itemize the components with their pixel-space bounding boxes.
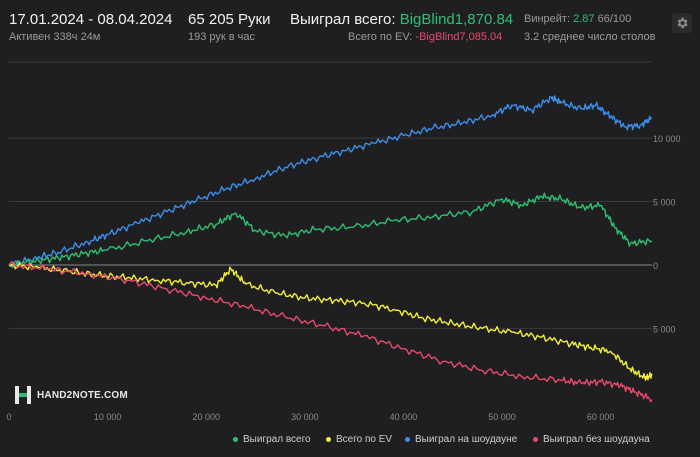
settings-button[interactable] [672, 13, 692, 33]
y-axis-ticks: 10 000 5 000 0 5 000 [653, 134, 681, 334]
winrate-label: Винрейт: [524, 13, 571, 25]
legend-label-won-total: Выиграл всего [243, 434, 311, 445]
legend-dot-showdown [405, 437, 410, 442]
x-tick-label: 40 000 [390, 412, 418, 422]
x-tick-label: 50 000 [488, 412, 516, 422]
active-time: Активен 338ч 24м [9, 31, 101, 43]
legend-won-total[interactable]: Выиграл всего [233, 434, 311, 445]
series-line-2 [8, 262, 653, 381]
winrate: Винрейт: 2.87 66/100 [524, 13, 631, 25]
won-total-value: BigBlind1,870.84 [399, 11, 514, 28]
legend-ev-total[interactable]: Всего по EV [326, 434, 392, 445]
x-axis-ticks: 0 10 000 20 000 30 000 40 000 50 000 60 000 [6, 412, 614, 422]
ev-total: Всего по EV: -BigBlind7,085.04 [348, 31, 502, 43]
avg-tables: 3.2 среднее число столов [524, 31, 656, 43]
legend-dot-ev-total [326, 437, 331, 442]
legend-dot-non-showdown [533, 437, 538, 442]
legend-dot-won-total [233, 437, 238, 442]
won-total: Выиграл всего: BigBlind1,870.84 [290, 11, 513, 28]
h2n-logo-icon [15, 386, 31, 404]
hands-count: 65 205 Руки [188, 11, 271, 28]
logo-text: HAND2NOTE.COM [37, 389, 128, 401]
chart-grid [9, 61, 652, 329]
x-tick-label: 10 000 [94, 412, 122, 422]
winrate-rest: 66/100 [597, 13, 632, 25]
x-tick-label: 60 000 [587, 412, 615, 422]
legend-non-showdown[interactable]: Выиграл без шоудауна [533, 434, 650, 445]
legend-showdown[interactable]: Выиграл на шоудауне [405, 434, 517, 445]
y-tick-label: 0 [653, 261, 658, 271]
x-tick-label: 30 000 [291, 412, 319, 422]
ev-total-label: Всего по EV: [348, 31, 413, 43]
series-line-1 [8, 192, 653, 268]
series-line-3 [8, 261, 653, 403]
hand2note-logo: HAND2NOTE.COM [14, 385, 128, 405]
y-tick-label: 5 000 [653, 198, 676, 208]
legend-label-non-showdown: Выиграл без шоудауна [543, 434, 650, 445]
date-range: 17.01.2024 - 08.04.2024 [9, 11, 173, 28]
y-tick-label: 10 000 [653, 134, 681, 144]
hands-per-hour: 193 рук в час [188, 31, 256, 43]
chart-series [8, 95, 653, 403]
x-tick-label: 0 [6, 412, 11, 422]
gear-icon [677, 17, 688, 29]
won-total-label: Выиграл всего: [290, 11, 396, 28]
y-tick-label: 5 000 [653, 324, 676, 334]
legend-label-ev-total: Всего по EV [336, 434, 393, 445]
series-line-0 [8, 95, 653, 269]
ev-total-value: -BigBlind7,085.04 [415, 31, 503, 43]
x-tick-label: 20 000 [192, 412, 220, 422]
legend-label-showdown: Выиграл на шоудауне [415, 434, 518, 445]
winrate-value: 2.87 [573, 13, 595, 25]
